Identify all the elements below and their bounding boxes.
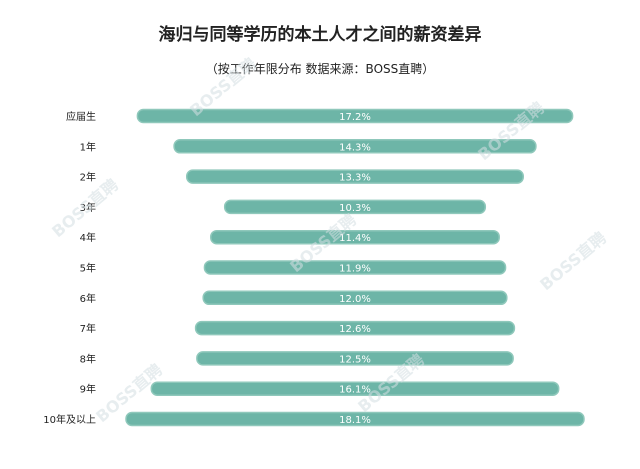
bar-value-label: 12.6% <box>339 324 371 335</box>
bar-group: 12.0% 6年 <box>80 290 508 306</box>
bar <box>150 381 560 396</box>
bar <box>210 229 500 245</box>
category-label: 8年 <box>80 352 96 365</box>
bar <box>194 320 516 336</box>
bar-group: 14.3% 1年 <box>80 139 537 154</box>
bar <box>173 139 537 154</box>
bar-group: 11.9% 5年 <box>80 260 507 275</box>
bar <box>196 351 514 366</box>
category-label: 5年 <box>80 262 96 275</box>
category-label: 4年 <box>80 231 96 244</box>
bar <box>202 290 508 306</box>
bar-value-label: 12.0% <box>339 294 371 305</box>
category-label: 1年 <box>80 140 96 153</box>
bar <box>186 169 524 184</box>
bar-group: 13.3% 2年 <box>80 169 524 184</box>
bar-value-label: 18.1% <box>339 415 371 426</box>
category-label: 6年 <box>80 292 96 305</box>
category-label: 2年 <box>80 171 96 184</box>
bar <box>125 411 585 427</box>
chart-title: 海归与同等学历的本土人才之间的薪资差异 <box>158 25 482 45</box>
category-label: 应届生 <box>66 110 96 123</box>
bar <box>223 199 487 215</box>
category-label: 10年及以上 <box>43 413 96 426</box>
bar-value-label: 11.4% <box>339 233 371 244</box>
bar-group: 12.6% 7年 <box>80 320 516 336</box>
bar-value-label: 14.3% <box>339 142 371 153</box>
category-label: 3年 <box>80 201 96 214</box>
bar-value-label: 11.9% <box>339 264 371 275</box>
bar-value-label: 17.2% <box>339 112 371 123</box>
bar-value-label: 13.3% <box>339 173 371 184</box>
category-label: 7年 <box>80 322 96 335</box>
bar-value-label: 10.3% <box>339 203 371 214</box>
bar-value-label: 16.1% <box>339 385 371 396</box>
bar-group: 11.4% 4年 <box>80 229 500 245</box>
bar-group: 10.3% 3年 <box>80 199 487 215</box>
bar-value-label: 12.5% <box>339 354 371 365</box>
bar-group: 18.1% 10年及以上 <box>43 411 585 427</box>
bar-group: 17.2% 应届生 <box>66 108 574 124</box>
bar-group: 16.1% 9年 <box>80 381 560 396</box>
bar-group: 12.5% 8年 <box>80 351 514 366</box>
bar <box>136 108 574 124</box>
bar <box>203 260 507 275</box>
chart-subtitle: （按工作年限分布 数据来源：BOSS直聘） <box>205 62 435 76</box>
category-label: 9年 <box>80 383 96 396</box>
